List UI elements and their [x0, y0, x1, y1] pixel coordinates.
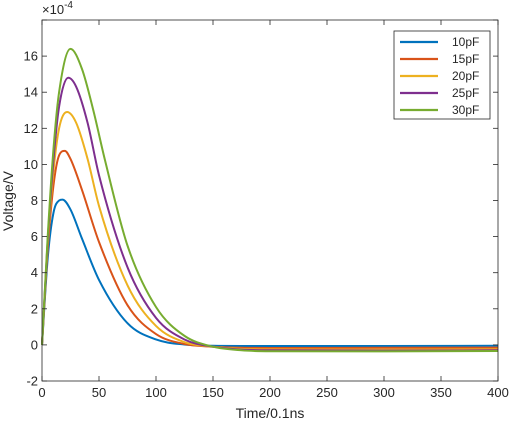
y-tick-label: -2: [26, 374, 38, 389]
x-axis-label: Time/0.1ns: [236, 405, 305, 421]
legend-label-20pf: 20pF: [452, 69, 479, 83]
legend-label-15pf: 15pF: [452, 52, 479, 66]
x-tick-label: 50: [92, 385, 106, 400]
series-line-15pf: [41, 149, 499, 349]
x-tick-label: 150: [202, 385, 224, 400]
y-tick-label: 6: [31, 229, 38, 244]
y-tick-label: 16: [24, 49, 38, 64]
x-tick-label: 300: [373, 385, 395, 400]
y-tick-label: 0: [31, 337, 38, 352]
y-tick-label: 4: [31, 265, 38, 280]
series-line-10pf: [41, 198, 499, 347]
y-tick-label: 14: [24, 85, 38, 100]
legend-label-25pf: 25pF: [452, 86, 479, 100]
x-ticks: 0 50 100 150 200 250 300 350 400: [38, 20, 509, 400]
y-tick-label: 8: [31, 193, 38, 208]
series-layer: [41, 47, 499, 353]
y-exponent-power: -4: [64, 0, 73, 11]
y-tick-label: 10: [24, 157, 38, 172]
y-exponent-label: ×10-4: [42, 0, 73, 17]
x-tick-label: 200: [259, 385, 281, 400]
y-tick-label: 2: [31, 301, 38, 316]
x-tick-label: 250: [316, 385, 338, 400]
x-tick-label: 350: [430, 385, 452, 400]
x-tick-label: 100: [145, 385, 167, 400]
legend: 10pF 15pF 20pF 25pF 30pF: [393, 30, 491, 120]
x-tick-label: 0: [38, 385, 45, 400]
y-tick-label: 12: [24, 121, 38, 136]
y-ticks: -2 0 2 4 6 8 10 12 14 16: [24, 19, 498, 389]
legend-label-30pf: 30pF: [452, 103, 479, 117]
legend-label-10pf: 10pF: [452, 35, 479, 49]
y-axis-label: Voltage/V: [0, 170, 16, 231]
series-line-30pf: [41, 47, 499, 353]
x-tick-label: 400: [487, 385, 509, 400]
